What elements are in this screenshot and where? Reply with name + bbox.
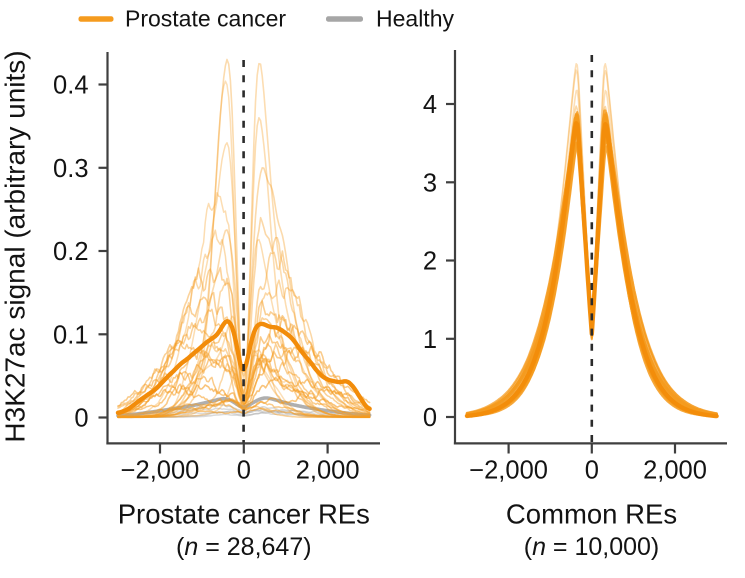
svg-text:3: 3 — [423, 170, 437, 198]
svg-text:0: 0 — [74, 405, 88, 433]
svg-text:1: 1 — [423, 326, 437, 354]
svg-text:0.1: 0.1 — [53, 322, 88, 350]
svg-text:2,000: 2,000 — [296, 457, 360, 485]
svg-text:0: 0 — [237, 457, 251, 485]
svg-text:Prostate cancer REs: Prostate cancer REs — [118, 499, 370, 530]
svg-text:H3K27ac signal (arbitrary unit: H3K27ac signal (arbitrary units) — [0, 50, 30, 442]
svg-text:(n = 28,647): (n = 28,647) — [176, 533, 312, 561]
svg-text:0: 0 — [423, 404, 437, 432]
svg-text:0.2: 0.2 — [53, 238, 88, 266]
svg-text:2: 2 — [423, 248, 437, 276]
svg-text:0.4: 0.4 — [53, 72, 88, 100]
svg-text:Healthy: Healthy — [376, 6, 454, 32]
svg-text:4: 4 — [423, 91, 437, 119]
svg-text:Common REs: Common REs — [506, 499, 677, 530]
svg-text:(n = 10,000): (n = 10,000) — [524, 533, 660, 561]
svg-text:−2,000: −2,000 — [469, 457, 548, 485]
svg-text:2,000: 2,000 — [643, 457, 707, 485]
svg-text:Prostate cancer: Prostate cancer — [125, 6, 286, 32]
svg-text:0: 0 — [585, 457, 599, 485]
svg-text:0.3: 0.3 — [53, 155, 88, 183]
svg-text:−2,000: −2,000 — [121, 457, 200, 485]
